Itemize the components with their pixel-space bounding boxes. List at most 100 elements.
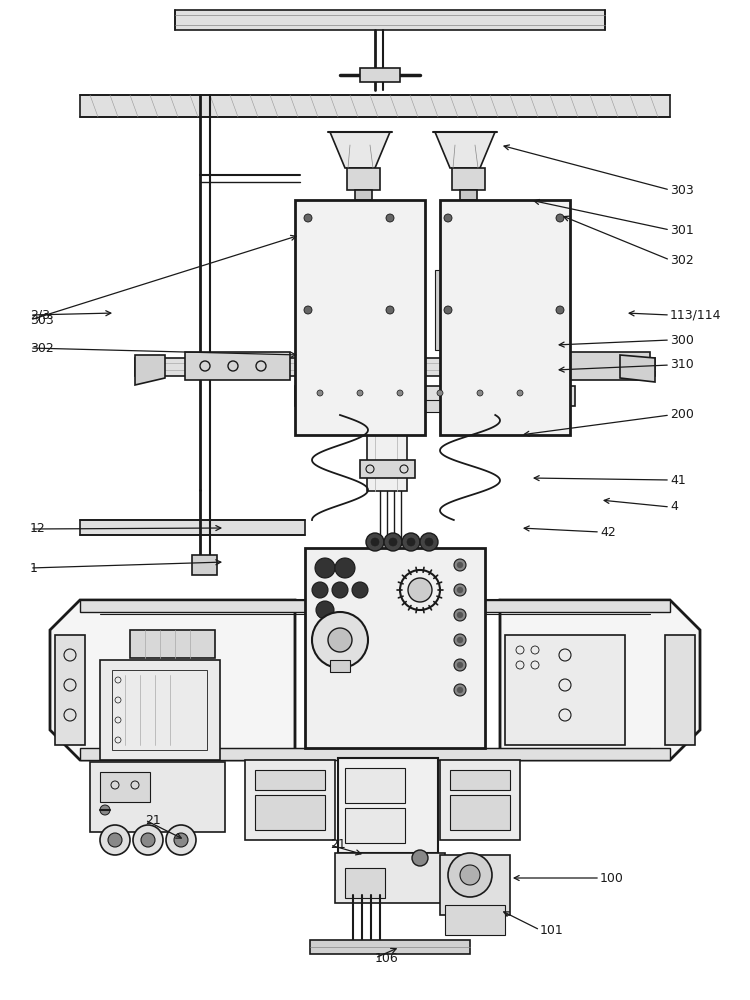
Circle shape xyxy=(457,612,463,618)
Bar xyxy=(360,68,400,82)
Bar xyxy=(315,305,337,327)
Text: 1: 1 xyxy=(30,562,38,574)
Text: 303: 303 xyxy=(30,314,54,326)
Bar xyxy=(450,210,560,430)
Circle shape xyxy=(457,637,463,643)
Bar xyxy=(315,555,425,605)
Bar xyxy=(80,95,670,117)
Circle shape xyxy=(454,584,466,596)
Bar xyxy=(367,406,407,491)
Polygon shape xyxy=(500,600,700,760)
Bar xyxy=(345,305,367,327)
Circle shape xyxy=(556,306,564,314)
Circle shape xyxy=(454,609,466,621)
Bar xyxy=(460,275,482,297)
Bar xyxy=(345,868,385,898)
Circle shape xyxy=(457,562,463,568)
Bar xyxy=(360,460,415,478)
Bar xyxy=(318,680,433,740)
Bar xyxy=(490,275,512,297)
Bar xyxy=(440,200,570,435)
Bar xyxy=(100,772,150,802)
Polygon shape xyxy=(135,355,165,385)
Text: 21: 21 xyxy=(330,838,346,852)
Circle shape xyxy=(457,662,463,668)
Bar xyxy=(330,660,350,672)
Text: 101: 101 xyxy=(540,924,564,936)
Circle shape xyxy=(328,628,352,652)
Circle shape xyxy=(454,634,466,646)
Bar xyxy=(440,555,480,745)
Bar xyxy=(130,630,215,658)
Circle shape xyxy=(366,533,384,551)
Circle shape xyxy=(408,578,432,602)
Bar xyxy=(450,795,510,830)
Circle shape xyxy=(448,853,492,897)
Bar xyxy=(490,245,512,267)
Circle shape xyxy=(402,533,420,551)
Text: 200: 200 xyxy=(670,408,694,422)
Circle shape xyxy=(454,659,466,671)
Polygon shape xyxy=(330,132,390,168)
Circle shape xyxy=(556,214,564,222)
Circle shape xyxy=(174,833,188,847)
Circle shape xyxy=(166,825,196,855)
Bar xyxy=(440,760,520,840)
Bar xyxy=(310,940,470,954)
Circle shape xyxy=(444,306,452,314)
Circle shape xyxy=(335,558,355,578)
Bar xyxy=(175,10,605,30)
Text: 106: 106 xyxy=(375,952,399,964)
Circle shape xyxy=(407,538,415,546)
Circle shape xyxy=(425,538,433,546)
Circle shape xyxy=(517,390,523,396)
Text: 113/114: 113/114 xyxy=(670,308,722,322)
Text: 12: 12 xyxy=(30,522,46,536)
Circle shape xyxy=(397,390,403,396)
Bar xyxy=(510,215,528,430)
Circle shape xyxy=(312,582,328,598)
Circle shape xyxy=(454,559,466,571)
Circle shape xyxy=(312,612,368,668)
Bar xyxy=(335,853,445,903)
Bar xyxy=(490,305,512,327)
Text: 2/3: 2/3 xyxy=(30,308,50,322)
Circle shape xyxy=(371,538,379,546)
Bar xyxy=(90,762,225,832)
Bar xyxy=(295,200,425,435)
Text: 41: 41 xyxy=(670,474,686,487)
Circle shape xyxy=(412,850,428,866)
Bar xyxy=(545,352,650,380)
Bar xyxy=(80,748,670,760)
Circle shape xyxy=(332,582,348,598)
Bar xyxy=(310,212,405,240)
Bar xyxy=(305,400,565,412)
Bar xyxy=(365,215,383,430)
Text: 300: 300 xyxy=(670,334,694,347)
Bar xyxy=(665,635,695,745)
Bar xyxy=(245,760,335,840)
Circle shape xyxy=(386,214,394,222)
Bar xyxy=(305,210,415,430)
Polygon shape xyxy=(50,600,295,760)
Text: 301: 301 xyxy=(670,224,694,236)
Bar xyxy=(135,358,655,376)
Text: 302: 302 xyxy=(30,342,54,355)
Circle shape xyxy=(100,805,110,815)
Bar xyxy=(460,245,482,267)
Bar xyxy=(100,660,220,760)
Circle shape xyxy=(386,306,394,314)
Circle shape xyxy=(304,306,312,314)
Circle shape xyxy=(133,825,163,855)
Bar xyxy=(80,520,305,535)
Bar xyxy=(80,600,670,612)
Circle shape xyxy=(316,601,334,619)
Circle shape xyxy=(317,390,323,396)
Text: 42: 42 xyxy=(600,526,616,538)
Circle shape xyxy=(477,390,483,396)
Bar xyxy=(255,770,325,790)
Bar xyxy=(355,190,372,200)
Bar xyxy=(295,386,575,406)
Bar xyxy=(455,212,550,240)
Bar xyxy=(452,168,485,190)
